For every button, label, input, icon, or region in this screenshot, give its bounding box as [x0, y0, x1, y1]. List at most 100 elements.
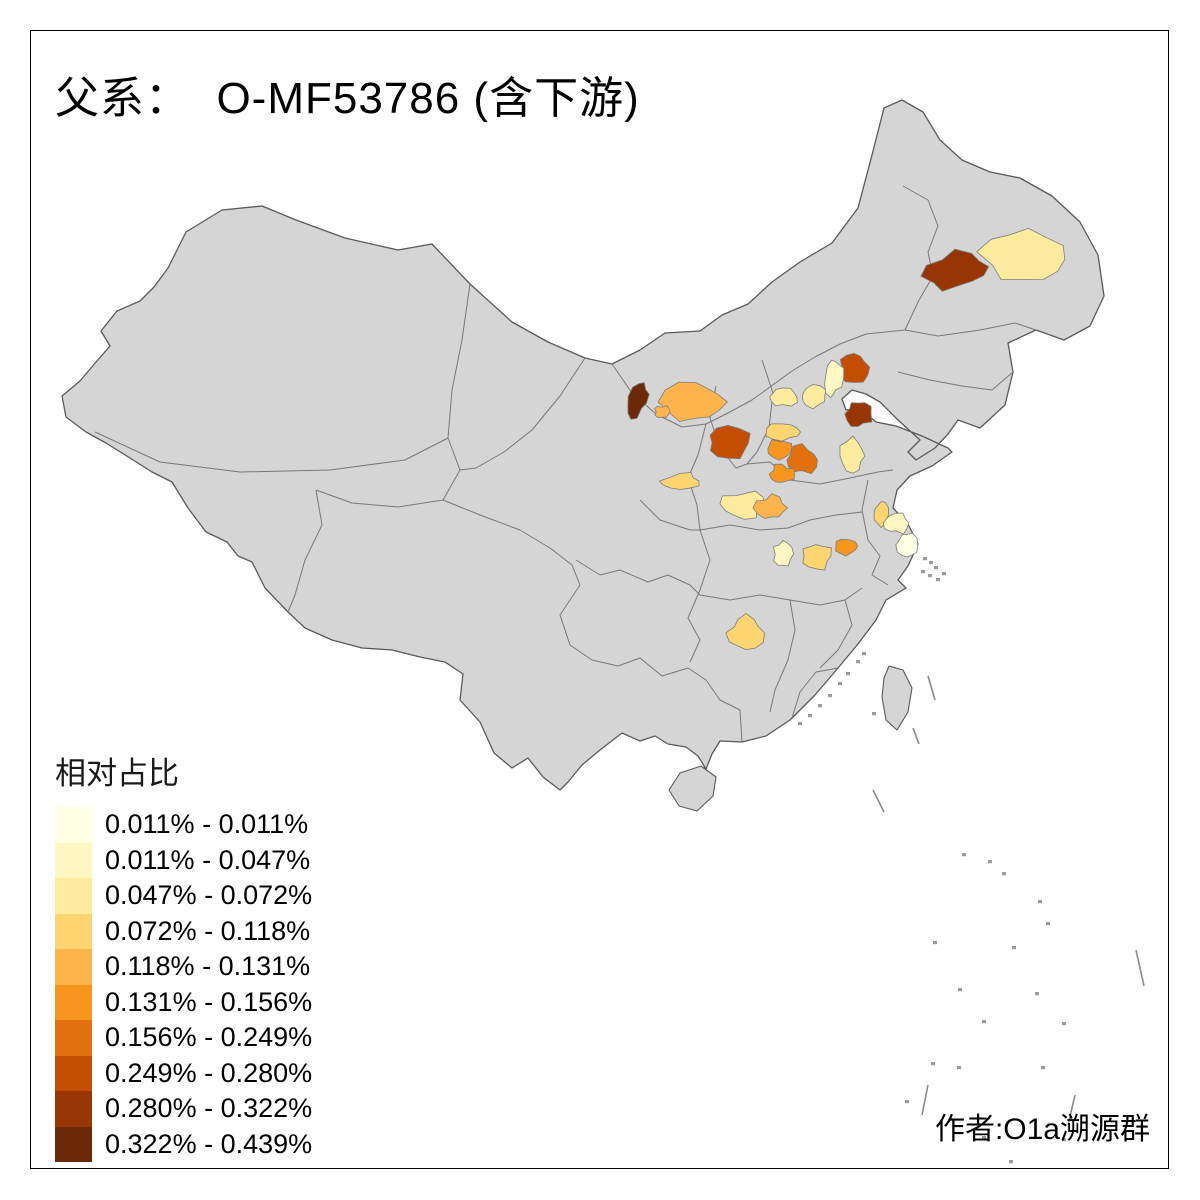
legend-row: 0.011% - 0.047%	[55, 842, 312, 878]
province-border	[687, 529, 711, 663]
author-credit: 作者:O1a溯源群	[934, 1113, 1150, 1146]
province-border	[315, 437, 461, 508]
highlighted-region	[802, 384, 827, 410]
legend-swatch	[55, 1055, 92, 1091]
highlighted-region	[772, 540, 794, 567]
highlighted-region	[765, 423, 801, 442]
legend-row: 0.011% - 0.011%	[55, 807, 312, 843]
sea-island-dot	[942, 572, 946, 576]
province-border	[897, 371, 1014, 391]
sea-island-dot	[921, 570, 925, 574]
province-border	[559, 584, 707, 681]
sea-island-dot	[798, 722, 802, 726]
sea-island-dot	[962, 853, 966, 857]
highlighted-region	[654, 405, 671, 418]
highlighted-region	[657, 381, 728, 422]
sea-island-dot	[1002, 872, 1006, 876]
highlighted-region	[895, 532, 919, 558]
legend-label: 0.156% - 0.249%	[105, 1022, 313, 1053]
highlighted-region	[920, 248, 990, 292]
sea-boundary-dash	[1067, 1094, 1076, 1126]
highlighted-region	[824, 359, 845, 399]
highlighted-region	[769, 387, 798, 407]
legend-swatch	[55, 984, 92, 1020]
legend-swatch	[55, 878, 92, 914]
sea-island-dot	[846, 672, 850, 676]
taiwan-island	[881, 665, 913, 731]
sea-island-dot	[1062, 1022, 1066, 1026]
highlighted-region	[725, 613, 765, 650]
legend-row: 0.322% - 0.439%	[55, 1126, 313, 1162]
highlighted-region	[768, 463, 795, 483]
legend-row: 0.131% - 0.156%	[55, 984, 313, 1020]
province-border	[746, 461, 894, 485]
highlighted-region	[844, 402, 873, 427]
legend-row: 0.280% - 0.322%	[55, 1091, 312, 1127]
province-border	[575, 559, 701, 596]
highlighted-region	[709, 425, 751, 460]
highlighted-region	[719, 490, 766, 520]
sea-island-dot	[1012, 946, 1016, 950]
hainan-island	[668, 765, 717, 812]
legend-row: 0.047% - 0.072%	[55, 878, 312, 914]
legend-row: 0.118% - 0.131%	[55, 949, 312, 985]
sea-island-dot	[872, 712, 876, 716]
legend: 相对占比 0.011% - 0.011% 0.011% - 0.047% 0.047…	[55, 748, 312, 1162]
legend-swatch	[55, 949, 92, 985]
sea-island-dot	[982, 1136, 986, 1140]
plot-frame	[30, 30, 1169, 1169]
sea-boundary-dash	[872, 789, 885, 813]
sea-island-dot	[1009, 1160, 1013, 1164]
province-border	[447, 283, 471, 439]
legend-label: 0.118% - 0.131%	[105, 951, 311, 982]
province-border	[705, 679, 743, 743]
province-border	[459, 357, 586, 471]
sea-island-dot	[931, 1062, 935, 1066]
highlighted-region	[802, 544, 832, 571]
sea-island-dot	[988, 860, 992, 864]
legend-label: 0.280% - 0.322%	[105, 1093, 313, 1124]
sea-island-dot	[933, 941, 937, 945]
sea-island-dot	[818, 704, 822, 708]
highlighted-region	[976, 228, 1066, 280]
legend-swatch	[55, 807, 92, 843]
legend-label: 0.249% - 0.280%	[105, 1057, 313, 1088]
china-mainland	[61, 99, 1105, 791]
sea-island-dot	[1038, 900, 1042, 904]
sea-island-dot	[838, 682, 842, 686]
province-border	[287, 489, 323, 613]
province-border	[819, 599, 853, 669]
sea-island-dot	[905, 1100, 909, 1104]
sea-island-dot	[923, 557, 927, 561]
sea-boundary-dash	[921, 1084, 929, 1116]
legend-label: 0.047% - 0.072%	[105, 880, 313, 911]
province-border	[442, 499, 581, 586]
sea-island-dot	[856, 660, 860, 664]
sea-island-dot	[929, 561, 933, 565]
legend-title: 相对占比	[55, 756, 179, 791]
sea-island-dot	[957, 1066, 961, 1070]
province-border	[639, 499, 700, 531]
legend-row: 0.156% - 0.249%	[55, 1020, 312, 1056]
sea-island-dot	[934, 566, 938, 570]
province-border	[904, 322, 1037, 337]
legend-label: 0.131% - 0.156%	[105, 986, 313, 1017]
sea-island-dot	[1046, 922, 1050, 926]
highlighted-region	[835, 538, 859, 557]
sea-island-dot	[828, 694, 832, 698]
sea-boundary-dash	[912, 727, 920, 745]
highlighted-region	[883, 512, 910, 535]
sea-island-dot	[982, 1020, 986, 1024]
legend-label: 0.322% - 0.439%	[105, 1128, 313, 1159]
legend-swatch	[55, 1091, 92, 1127]
sea-island-dot	[1041, 1066, 1045, 1070]
highlighted-region	[786, 443, 818, 475]
legend-label: 0.011% - 0.011%	[105, 809, 309, 840]
sea-boundary-dash	[927, 675, 936, 701]
page-title: 父系： O-MF53786 (含下游)	[55, 74, 640, 123]
sea-island-dot	[958, 988, 962, 992]
legend-label: 0.011% - 0.047%	[105, 844, 311, 875]
legend-row: 0.072% - 0.118%	[55, 913, 312, 949]
